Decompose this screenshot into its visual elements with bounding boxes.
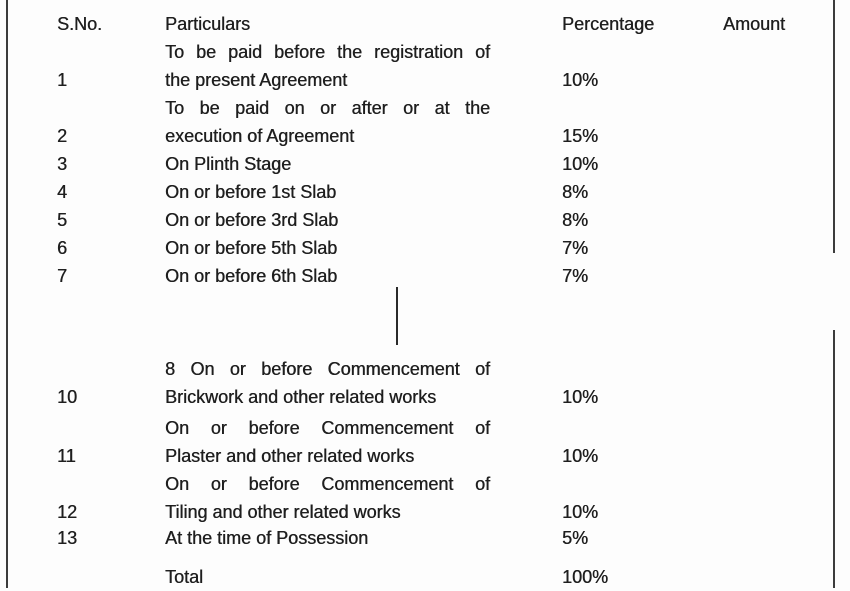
row-particulars: On or before 1st Slab xyxy=(165,178,490,206)
table-row: 2 To be paid on or after or at the execut… xyxy=(0,94,850,150)
total-percentage: 100% xyxy=(562,567,609,587)
particulars-line: On or before Commencement of xyxy=(165,418,490,438)
table-row: 13 At the time of Possession 5% xyxy=(0,524,850,552)
table-row: 11 On or before Commencement of Plaster a… xyxy=(0,414,850,470)
row-particulars: On Plinth Stage xyxy=(165,150,490,178)
table-row: 10 8 On or before Commencement of Brickwo… xyxy=(0,355,850,411)
table-body-top: 1 To be paid before the registration of t… xyxy=(0,38,850,290)
row-percentage: 8% xyxy=(562,210,589,230)
particulars-line: On Plinth Stage xyxy=(165,154,292,174)
table-row: 3 On Plinth Stage 10% xyxy=(0,150,850,178)
column-divider-fragment-line xyxy=(396,287,398,345)
row-particulars: On or before Commencement of Tiling and o… xyxy=(165,470,490,526)
particulars-line: On or before 5th Slab xyxy=(165,238,338,258)
table-header-row: S.No. Particulars Percentage Amount xyxy=(0,10,850,38)
header-particulars: Particulars xyxy=(165,14,251,34)
row-particulars: On or before 5th Slab xyxy=(165,234,490,262)
table-total-row: Total 100% xyxy=(0,563,850,591)
row-percentage: 8% xyxy=(562,182,589,202)
particulars-line: Brickwork and other related works xyxy=(165,387,437,407)
row-serial-number: 6 xyxy=(57,238,68,258)
row-serial-number: 7 xyxy=(57,266,68,286)
row-serial-number: 10 xyxy=(57,387,78,407)
table-row: 1 To be paid before the registration of t… xyxy=(0,38,850,94)
row-serial-number: 11 xyxy=(57,446,76,466)
row-serial-number: 2 xyxy=(57,126,68,146)
row-percentage: 10% xyxy=(562,446,599,466)
table-row: 4 On or before 1st Slab 8% xyxy=(0,178,850,206)
table-right-border-line-bottom xyxy=(833,330,835,588)
particulars-line: On or before 6th Slab xyxy=(165,266,338,286)
particulars-line: At the time of Possession xyxy=(165,528,369,548)
table-row: 12 On or before Commencement of Tiling an… xyxy=(0,470,850,526)
row-particulars: On or before 3rd Slab xyxy=(165,206,490,234)
particulars-line: the present Agreement xyxy=(165,70,348,90)
table-right-border-line-top xyxy=(833,0,835,253)
row-particulars: To be paid on or after or at the executio… xyxy=(165,94,490,150)
row-particulars: On or before 6th Slab xyxy=(165,262,490,290)
table-body-bottom: 10 8 On or before Commencement of Brickwo… xyxy=(0,355,850,552)
table-row: 5 On or before 3rd Slab 8% xyxy=(0,206,850,234)
row-percentage: 7% xyxy=(562,266,589,286)
row-serial-number: 3 xyxy=(57,154,68,174)
row-particulars: At the time of Possession xyxy=(165,524,490,552)
particulars-line: To be paid on or after or at the xyxy=(165,98,490,118)
row-percentage: 7% xyxy=(562,238,589,258)
table-row: 7 On or before 6th Slab 7% xyxy=(0,262,850,290)
row-percentage: 10% xyxy=(562,154,599,174)
row-serial-number: 4 xyxy=(57,182,68,202)
header-amount: Amount xyxy=(723,14,786,34)
particulars-line: execution of Agreement xyxy=(165,126,355,146)
row-particulars: 8 On or before Commencement of Brickwork … xyxy=(165,355,490,411)
table-left-border-line xyxy=(6,0,8,588)
particulars-line: Tiling and other related works xyxy=(165,502,401,522)
row-particulars: On or before Commencement of Plaster and … xyxy=(165,414,490,470)
particulars-line: Plaster and other related works xyxy=(165,446,415,466)
particulars-line: On or before 1st Slab xyxy=(165,182,337,202)
row-percentage: 10% xyxy=(562,70,599,90)
row-percentage: 15% xyxy=(562,126,599,146)
row-percentage: 5% xyxy=(562,528,589,548)
particulars-line: On or before Commencement of xyxy=(165,474,490,494)
row-serial-number: 5 xyxy=(57,210,68,230)
total-label: Total xyxy=(165,567,204,587)
row-percentage: 10% xyxy=(562,502,599,522)
row-serial-number: 13 xyxy=(57,528,78,548)
row-serial-number: 12 xyxy=(57,502,78,522)
particulars-line: 8 On or before Commencement of xyxy=(165,359,490,379)
header-sno: S.No. xyxy=(57,14,103,34)
table-row: 6 On or before 5th Slab 7% xyxy=(0,234,850,262)
particulars-line: On or before 3rd Slab xyxy=(165,210,339,230)
row-particulars: To be paid before the registration of the… xyxy=(165,38,490,94)
row-serial-number: 1 xyxy=(57,70,68,90)
header-percentage: Percentage xyxy=(562,14,655,34)
particulars-line: To be paid before the registration of xyxy=(165,42,490,62)
row-percentage: 10% xyxy=(562,387,599,407)
